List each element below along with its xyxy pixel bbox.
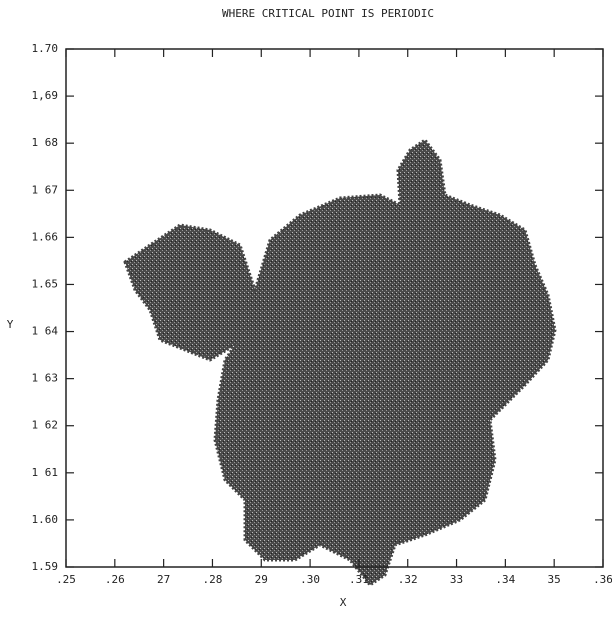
x-tick-label: .34 [495,573,515,586]
x-tick-label: .25 [56,573,76,586]
x-tick-label: 33 [450,573,463,586]
plot-frame [65,48,604,568]
y-tick-label: 1.66 [32,230,59,243]
y-tick-label: 1 61 [32,466,59,479]
y-tick-label: 1 62 [32,419,59,432]
x-tick-label: .28 [203,573,223,586]
x-tick-label: .30 [300,573,320,586]
y-tick-label: 1 64 [32,325,59,338]
x-tick-label: .32 [398,573,418,586]
y-tick-label: 1,69 [32,89,59,102]
x-tick-label: 35 [548,573,561,586]
x-tick-label: 27 [157,573,170,586]
y-tick-label: 1.60 [32,513,59,526]
y-tick-label: 1.70 [32,42,59,55]
y-axis-label: Y [7,318,14,331]
y-tick-label: 1.59 [32,560,59,573]
x-tick-label: 29 [255,573,268,586]
x-axis-label: X [340,596,347,609]
periodic-set [123,138,557,587]
y-tick-label: 1.65 [32,277,59,290]
x-tick-label: .26 [105,573,125,586]
y-tick-label: 1 67 [32,183,59,196]
y-tick-label: 1 68 [32,136,59,149]
x-tick-label: .31 [349,573,369,586]
y-tick-label: 1 63 [32,372,59,385]
x-tick-label: .36 [593,573,612,586]
chart-title: WHERE CRITICAL POINT IS PERIODIC [222,7,434,20]
